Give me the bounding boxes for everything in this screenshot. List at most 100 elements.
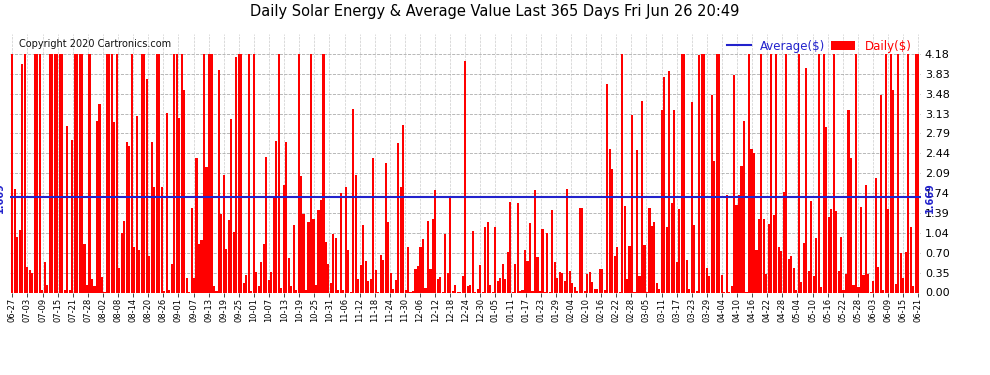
Bar	[542, 229, 544, 292]
Bar	[445, 234, 446, 292]
Bar	[579, 208, 581, 292]
Bar	[808, 271, 810, 292]
Bar	[780, 251, 782, 292]
Bar	[502, 264, 504, 292]
Bar	[614, 256, 616, 292]
Bar	[778, 247, 780, 292]
Bar	[539, 291, 541, 292]
Bar	[713, 161, 715, 292]
Bar	[532, 291, 534, 292]
Bar	[146, 79, 148, 292]
Bar	[387, 222, 389, 292]
Bar	[880, 95, 882, 292]
Bar	[320, 200, 322, 292]
Bar	[114, 122, 116, 292]
Bar	[765, 274, 767, 292]
Bar	[842, 290, 844, 292]
Bar	[374, 270, 377, 292]
Bar	[785, 54, 787, 292]
Bar	[741, 166, 742, 292]
Bar	[900, 253, 902, 292]
Bar	[180, 54, 183, 292]
Bar	[280, 288, 282, 292]
Bar	[631, 115, 633, 292]
Bar	[369, 279, 372, 292]
Bar	[875, 178, 877, 292]
Bar	[298, 54, 300, 292]
Bar	[86, 285, 88, 292]
Bar	[141, 54, 143, 292]
Bar	[165, 113, 167, 292]
Bar	[136, 116, 138, 292]
Bar	[325, 242, 327, 292]
Bar	[449, 198, 451, 292]
Bar	[461, 276, 464, 292]
Bar	[437, 279, 439, 292]
Bar	[250, 291, 252, 292]
Bar	[19, 230, 21, 292]
Bar	[300, 176, 302, 292]
Bar	[315, 285, 317, 292]
Bar	[644, 245, 645, 292]
Bar	[56, 54, 58, 292]
Bar	[405, 290, 407, 292]
Bar	[211, 54, 213, 292]
Bar	[364, 261, 367, 292]
Bar	[435, 190, 437, 292]
Bar	[246, 275, 248, 292]
Bar	[173, 54, 175, 292]
Bar	[716, 54, 718, 292]
Bar	[738, 195, 741, 292]
Bar	[514, 264, 516, 292]
Bar	[216, 291, 218, 292]
Bar	[877, 267, 879, 292]
Bar	[73, 54, 75, 292]
Bar	[852, 285, 854, 292]
Bar	[58, 54, 60, 292]
Bar	[546, 233, 548, 292]
Bar	[487, 222, 489, 292]
Bar	[415, 269, 417, 292]
Bar	[641, 100, 644, 292]
Text: 1.669: 1.669	[0, 182, 5, 213]
Bar	[693, 225, 695, 292]
Bar	[198, 244, 200, 292]
Bar	[206, 167, 208, 292]
Bar	[616, 248, 618, 292]
Bar	[427, 221, 429, 292]
Bar	[865, 184, 867, 292]
Bar	[446, 273, 448, 292]
Bar	[820, 287, 823, 292]
Bar	[290, 286, 292, 292]
Bar	[556, 278, 558, 292]
Bar	[53, 54, 55, 292]
Bar	[24, 54, 26, 292]
Bar	[569, 272, 571, 292]
Bar	[185, 278, 188, 292]
Bar	[150, 142, 152, 292]
Bar	[596, 290, 598, 292]
Bar	[798, 54, 800, 292]
Bar	[810, 201, 812, 292]
Bar	[407, 247, 409, 292]
Bar	[887, 209, 889, 292]
Bar	[352, 109, 354, 292]
Bar	[359, 265, 361, 292]
Bar	[703, 54, 705, 292]
Bar	[42, 290, 44, 292]
Bar	[420, 247, 422, 292]
Bar	[885, 54, 887, 292]
Bar	[558, 272, 561, 292]
Bar	[773, 215, 775, 292]
Bar	[37, 54, 39, 292]
Bar	[850, 158, 852, 292]
Bar	[29, 270, 31, 292]
Bar	[440, 277, 442, 292]
Bar	[907, 54, 910, 292]
Bar	[243, 283, 245, 292]
Bar	[175, 54, 177, 292]
Bar	[795, 290, 797, 292]
Bar	[872, 281, 874, 292]
Bar	[718, 54, 720, 292]
Bar	[328, 264, 330, 292]
